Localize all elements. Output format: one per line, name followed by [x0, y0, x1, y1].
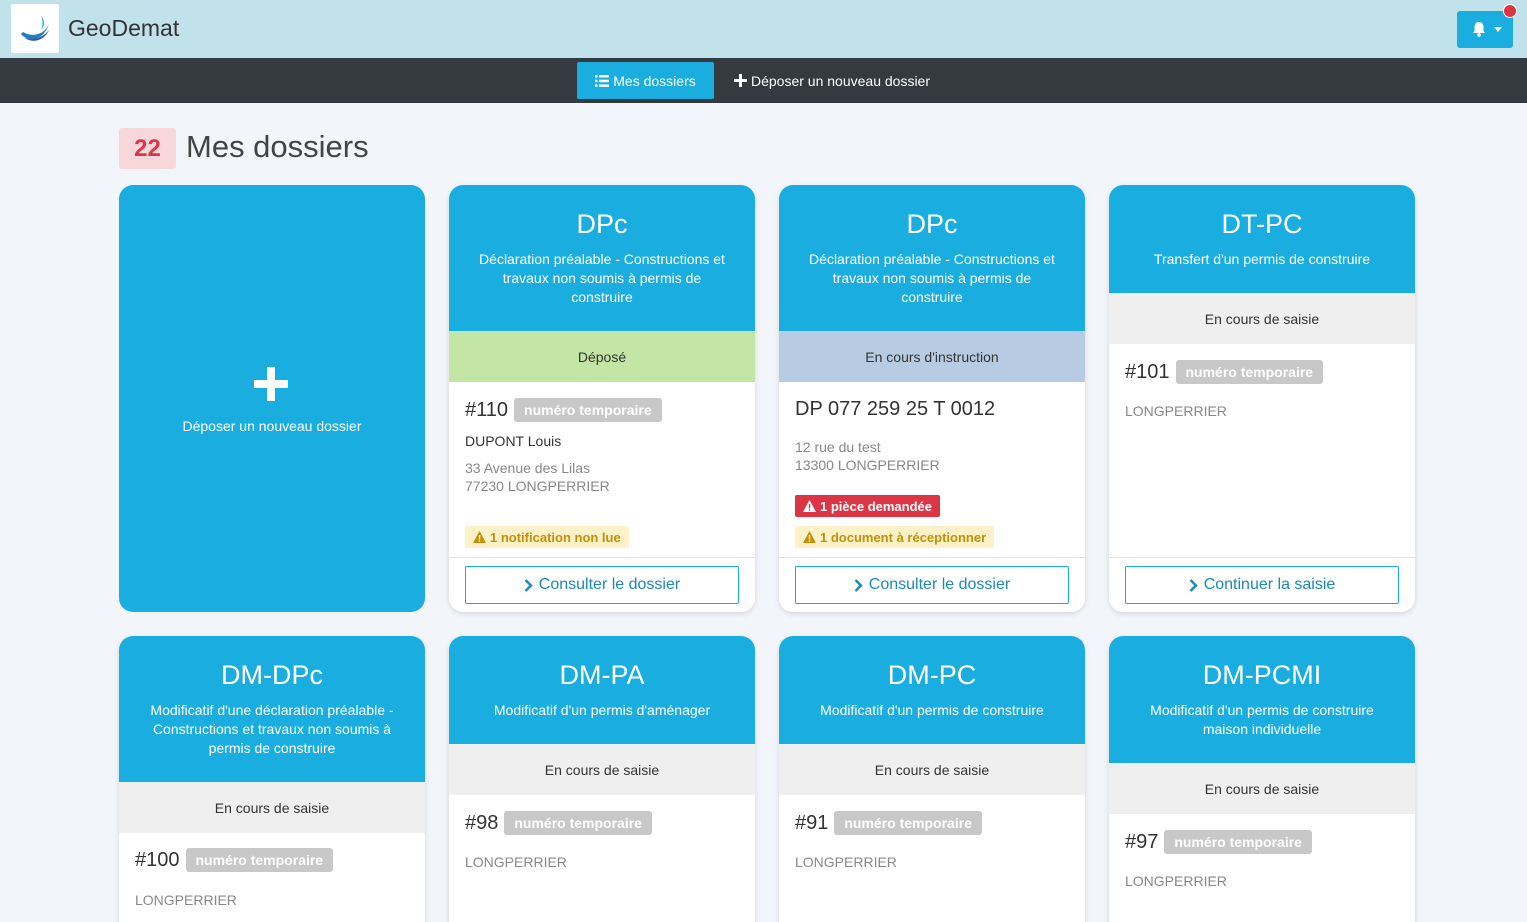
- continue-entry-button[interactable]: Continuer la saisie: [1125, 566, 1399, 604]
- folder-card: DM-PC Modificatif d'un permis de constru…: [779, 636, 1085, 922]
- status-badge: En cours de saisie: [1109, 293, 1415, 344]
- card-code: DM-DPc: [221, 660, 323, 690]
- address-line-1: LONGPERRIER: [465, 854, 567, 870]
- folder-card: DM-PCMI Modificatif d'un permis de const…: [1109, 636, 1415, 922]
- card-code: DPc: [906, 209, 958, 239]
- page-title: Mes dossiers: [186, 129, 369, 164]
- status-badge: En cours de saisie: [119, 782, 425, 833]
- card-description: Modificatif d'un permis d'aménager: [493, 702, 711, 718]
- card-description: Déclaration préalable - Constructions et…: [479, 251, 725, 305]
- bell-icon: [1473, 22, 1485, 37]
- card-code: DPc: [576, 209, 628, 239]
- folder-number-value: #91: [795, 811, 829, 834]
- folder-count-badge: 22: [119, 128, 176, 169]
- card-description: Modificatif d'un permis de construire: [820, 702, 1044, 718]
- temporary-number-badge: numéro temporaire: [1164, 830, 1312, 854]
- card-description: Modificatif d'un permis de construire ma…: [1150, 702, 1374, 737]
- folder-number-value: #110: [465, 398, 509, 421]
- status-badge: Déposé: [449, 331, 755, 382]
- status-badge: En cours de saisie: [449, 744, 755, 795]
- card-footer: Consulter le dossier: [779, 557, 1085, 612]
- address-line-1: LONGPERRIER: [1125, 403, 1227, 419]
- temporary-number-badge: numéro temporaire: [514, 398, 662, 422]
- status-badge: En cours d'instruction: [779, 331, 1085, 382]
- card-code: DM-PC: [887, 660, 977, 690]
- folder-card: DM-DPc Modificatif d'une déclaration pré…: [119, 636, 425, 922]
- temporary-number-badge: numéro temporaire: [834, 811, 982, 835]
- chevron-right-icon: [854, 578, 863, 592]
- card-code: DM-PA: [559, 660, 645, 690]
- nav-my-folders-label: Mes dossiers: [613, 72, 696, 89]
- card-header: DPc Déclaration préalable - Construction…: [779, 185, 1085, 331]
- temporary-number-badge: numéro temporaire: [504, 811, 652, 835]
- top-bar: GeoDemat: [0, 0, 1527, 58]
- warning-icon: [803, 500, 816, 512]
- geodemat-logo-icon[interactable]: [11, 4, 59, 53]
- card-header: DT-PC Transfert d'un permis de construir…: [1109, 185, 1415, 293]
- new-folder-label: Déposer un nouveau dossier: [182, 418, 362, 434]
- folder-number-value: #97: [1125, 830, 1159, 853]
- chevron-right-icon: [524, 578, 533, 592]
- address-line-2: 77230 LONGPERRIER: [465, 478, 610, 494]
- temporary-number-badge: numéro temporaire: [185, 848, 334, 872]
- folder-number: DP 077 259 25 T 0012: [795, 398, 995, 421]
- folder-number: #97 numéro temporaire: [1125, 830, 1312, 854]
- requested-piece-alert: 1 pièce demandée: [795, 495, 940, 517]
- warning-icon: [803, 531, 816, 543]
- card-header: DM-PCMI Modificatif d'un permis de const…: [1109, 636, 1415, 763]
- card-code: DM-PCMI: [1202, 660, 1322, 690]
- address-line-1: 33 Avenue des Lilas: [465, 460, 591, 476]
- folder-card: DM-PA Modificatif d'un permis d'aménager…: [449, 636, 755, 922]
- folder-number-value: #101: [1125, 360, 1170, 383]
- warning-icon: [473, 531, 486, 543]
- folder-number-value: #98: [465, 811, 499, 834]
- address-line-1: LONGPERRIER: [135, 892, 237, 908]
- owner-name: DUPONT Louis: [465, 433, 562, 449]
- notification-dot: [1503, 4, 1517, 18]
- card-code: DT-PC: [1221, 209, 1303, 239]
- chevron-right-icon: [1189, 578, 1198, 592]
- temporary-number-badge: numéro temporaire: [1175, 360, 1324, 384]
- card-description: Modificatif d'une déclaration préalable …: [150, 702, 394, 756]
- folder-number: #98 numéro temporaire: [465, 811, 652, 835]
- new-folder-card[interactable]: Déposer un nouveau dossier: [119, 185, 425, 612]
- card-header: DM-PA Modificatif d'un permis d'aménager: [449, 636, 755, 744]
- consult-folder-button[interactable]: Consulter le dossier: [465, 566, 739, 604]
- folder-card: DT-PC Transfert d'un permis de construir…: [1109, 185, 1415, 612]
- card-description: Déclaration préalable - Constructions et…: [809, 251, 1055, 305]
- consult-folder-button[interactable]: Consulter le dossier: [795, 566, 1069, 604]
- card-header: DPc Déclaration préalable - Construction…: [449, 185, 755, 331]
- folder-card: DPc Déclaration préalable - Construction…: [779, 185, 1085, 612]
- card-description: Transfert d'un permis de construire: [1153, 251, 1371, 267]
- status-badge: En cours de saisie: [1109, 763, 1415, 814]
- folder-card: DPc Déclaration préalable - Construction…: [449, 185, 755, 612]
- folder-number: #110 numéro temporaire: [465, 398, 662, 422]
- nav-new-folder[interactable]: Déposer un nouveau dossier: [734, 62, 930, 99]
- address-line-1: LONGPERRIER: [795, 854, 897, 870]
- card-footer: Continuer la saisie: [1109, 557, 1415, 612]
- card-header: DM-PC Modificatif d'un permis de constru…: [779, 636, 1085, 744]
- main-nav: Mes dossiers Déposer un nouveau dossier: [0, 58, 1527, 103]
- app-name: GeoDemat: [68, 15, 180, 41]
- folder-number: #100 numéro temporaire: [135, 848, 334, 872]
- notifications-button[interactable]: [1457, 11, 1513, 48]
- plus-icon: [734, 74, 747, 87]
- card-footer: Consulter le dossier: [449, 557, 755, 612]
- address-line-1: 12 rue du test: [795, 439, 881, 455]
- folder-number-value: #100: [135, 848, 180, 871]
- status-badge: En cours de saisie: [779, 744, 1085, 795]
- list-icon: [595, 74, 610, 87]
- nav-my-folders[interactable]: Mes dossiers: [577, 62, 714, 99]
- address-line-1: LONGPERRIER: [1125, 873, 1227, 889]
- folder-number: #101 numéro temporaire: [1125, 360, 1324, 384]
- chevron-down-icon: [1494, 27, 1502, 32]
- address-line-2: 13300 LONGPERRIER: [795, 457, 940, 473]
- folder-number-value: DP 077 259 25 T 0012: [795, 398, 996, 420]
- unread-notification-alert: 1 notification non lue: [465, 526, 629, 548]
- card-header: DM-DPc Modificatif d'une déclaration pré…: [119, 636, 425, 782]
- nav-new-folder-label: Déposer un nouveau dossier: [751, 72, 931, 89]
- document-to-receive-alert: 1 document à réceptionner: [795, 526, 995, 548]
- folder-number: #91 numéro temporaire: [795, 811, 982, 835]
